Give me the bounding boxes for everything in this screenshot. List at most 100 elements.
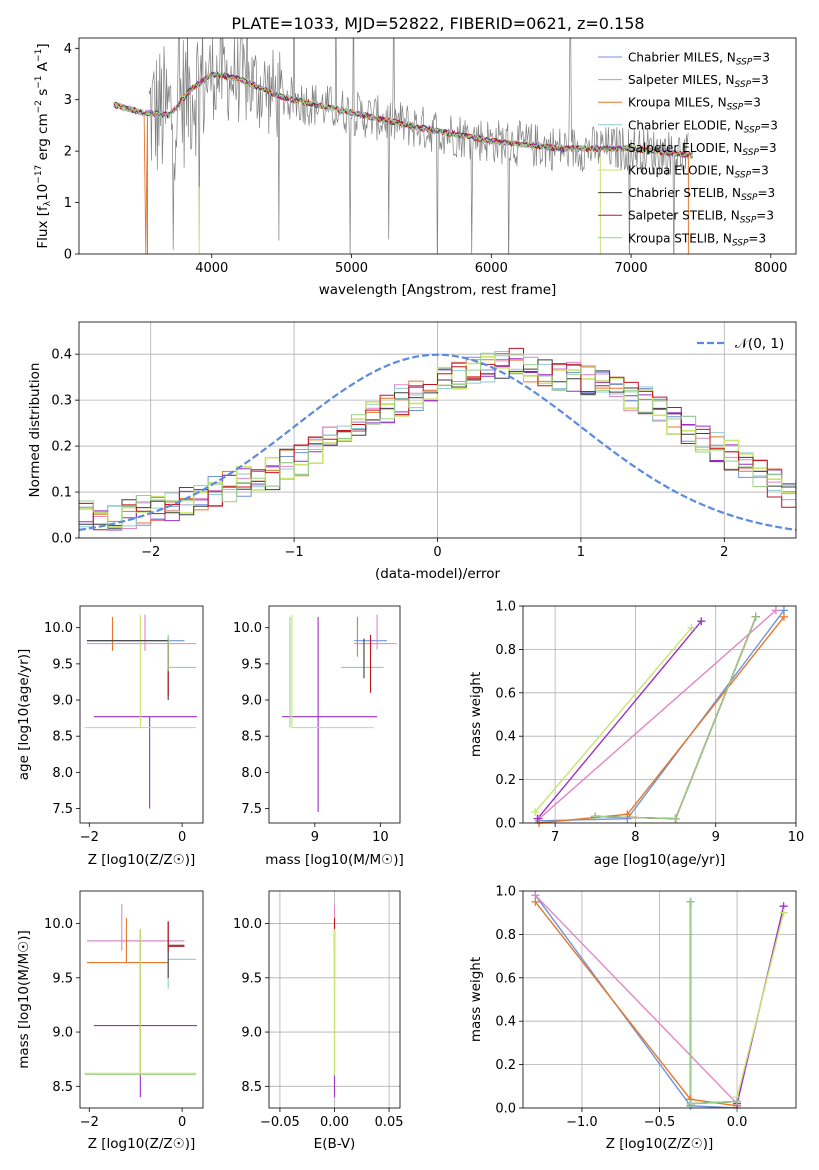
plot-area-massweight_vs_age (523, 606, 796, 823)
hist-step-chabrier_elodie (79, 351, 796, 528)
x-tick-label: 4000 (195, 261, 228, 276)
axes-frame (268, 605, 401, 824)
panel-massweight_vs_Z: −1.0 −0.5 0.0 0.0 0.2 0.4 0.6 0.8 1.0 Z [log10(Z/… (468, 885, 797, 1152)
weight-line-salpeter_elodie (536, 620, 702, 820)
x-tick-label: 1 (577, 545, 585, 560)
weight-line-kroupa_stelib (689, 901, 738, 1105)
x-tick-label: 0.05 (375, 1115, 404, 1130)
y-tick-label: 7.5 (241, 802, 262, 817)
plot-area-mass_vs_Z (84, 904, 197, 1098)
axes-frame (522, 605, 797, 824)
x-tick-label: 0 (433, 545, 441, 560)
y-tick-label: 1 (64, 196, 72, 211)
weight-marker-kroupa_stelib (751, 612, 760, 621)
x-axis-label: (data-model)/error (375, 566, 501, 582)
plot-area-mass_vs_EBV (269, 891, 400, 1108)
observed-spectrum (148, 38, 689, 254)
weight-line-chabrier_stelib (689, 901, 738, 1105)
y-tick-label: 0.8 (495, 643, 516, 658)
x-tick-label: 0 (178, 830, 186, 845)
y-axis-label: mass weight (468, 957, 484, 1042)
y-tick-label: 9.0 (52, 694, 73, 709)
axes-frame (79, 605, 204, 824)
panel-mass_vs_Z: −2 0 8.5 9.0 9.5 10.0 Z [log10(Z/Z☉)] mass [log… (16, 890, 204, 1152)
y-tick-label: 2 (64, 145, 72, 160)
y-tick-label: 9.5 (52, 657, 73, 672)
weight-line-chabrier_miles (539, 609, 785, 822)
weight-line-salpeter_miles (534, 894, 738, 1105)
y-tick-label: 9.0 (241, 1026, 262, 1041)
y-tick-label: 0.2 (51, 440, 72, 455)
weight-marker-salpeter_elodie (533, 814, 542, 823)
axes-frame (268, 890, 401, 1109)
weight-marker-kroupa_elodie (779, 908, 788, 917)
x-tick-label: 9 (712, 830, 720, 845)
legend-label-chabrier_stelib: Chabrier STELIB, NSSP=3 (628, 186, 775, 203)
y-axis-label: Flux [fλ10−17 erg cm−2 s−1 A−1] (34, 43, 53, 248)
x-tick-label: 9 (311, 830, 319, 845)
y-tick-label: 0.4 (51, 348, 72, 363)
y-tick-label: 0.4 (495, 730, 516, 745)
y-tick-label: 9.5 (241, 657, 262, 672)
x-axis-label: mass [log10(M/M☉)] (265, 852, 404, 868)
y-tick-label: 9.0 (52, 1026, 73, 1041)
model-spectrum-kroupa_stelib (113, 71, 694, 160)
legend-label-salpeter_stelib: Salpeter STELIB, NSSP=3 (628, 209, 774, 226)
y-tick-label: 10.0 (233, 917, 262, 932)
y-axis-label: mass [log10(M/M☉)] (16, 930, 32, 1069)
x-tick-label: −1 (285, 545, 304, 560)
weight-marker-kroupa_stelib (733, 1097, 742, 1106)
panel-age_vs_Z: −2 0 7.5 8.0 8.5 9.0 9.5 10.0 Z [log10(Z/Z☉)] age… (16, 605, 204, 868)
x-tick-label: −1.0 (566, 1115, 598, 1130)
plot-area-age_vs_mass (282, 614, 397, 813)
x-axis-label: Z [log10(Z/Z☉)] (606, 1136, 714, 1152)
axes-frame (78, 37, 797, 255)
plot-area-residual_hist (79, 322, 796, 538)
x-tick-label: 5000 (335, 261, 368, 276)
weight-line-kroupa_miles (539, 616, 785, 823)
y-tick-label: 0.1 (51, 486, 72, 501)
legend-label-salpeter_elodie: Salpeter ELODIE, NSSP=3 (628, 141, 777, 158)
y-axis-label: mass weight (468, 672, 484, 757)
y-tick-label: 0.2 (495, 773, 516, 788)
x-tick-label: 10 (788, 830, 805, 845)
y-tick-label: 8.0 (52, 766, 73, 781)
x-axis-label: age [log10(age/yr)] (594, 852, 726, 868)
weight-marker-kroupa_miles (531, 897, 540, 906)
y-tick-label: 4 (64, 42, 72, 57)
x-tick-label: 7 (551, 830, 559, 845)
weight-line-kroupa_miles (534, 901, 738, 1107)
y-tick-label: 3 (64, 93, 72, 108)
weight-line-salpeter_miles (538, 609, 777, 820)
weight-marker-kroupa_stelib (686, 1099, 695, 1108)
axes-frame (79, 890, 204, 1109)
y-tick-label: 8.5 (241, 730, 262, 745)
y-tick-label: 0.0 (495, 817, 516, 832)
weight-line-kroupa_elodie (736, 912, 785, 1098)
y-axis-label: Normed distribution (27, 363, 43, 498)
legend-label-chabrier_miles: Chabrier MILES, NSSP=3 (628, 51, 770, 68)
y-tick-label: 10.0 (44, 917, 73, 932)
y-tick-label: 8.5 (241, 1080, 262, 1095)
weight-marker-kroupa_elodie (531, 808, 540, 817)
weight-line-chabrier_elodie (689, 901, 738, 1105)
panel-residual_hist: −2 −1 0 1 2 0.0 0.1 0.2 0.3 0.4 𝒩(0, 1) (data-model… (27, 321, 797, 582)
hist-step-salpeter_stelib (79, 347, 796, 531)
panel-spectrum: 4000 5000 6000 7000 8000 0 1 2 3 4 Chabrier MILES,… (34, 37, 797, 298)
y-tick-label: 0.8 (495, 928, 516, 943)
y-tick-label: 10.0 (44, 621, 73, 636)
hist-step-kroupa_stelib (79, 352, 796, 530)
y-tick-label: 8.5 (52, 730, 73, 745)
x-tick-label: −2 (80, 830, 99, 845)
gaussian-curve (79, 353, 796, 531)
panel-age_vs_mass: 9 10 7.5 8.0 8.5 9.0 9.5 10.0 mass [log10(M/M☉)] (233, 605, 404, 868)
x-tick-label: −0.05 (260, 1115, 300, 1130)
axes-frame (78, 321, 797, 539)
legend-label-kroupa_elodie: Kroupa ELODIE, NSSP=3 (628, 164, 769, 181)
y-tick-label: 0.0 (51, 532, 72, 547)
panel-massweight_vs_age: 7 8 9 10 0.0 0.2 0.4 0.6 0.8 1.0 age [log10(age/yr… (468, 600, 804, 869)
y-tick-label: 9.5 (52, 971, 73, 986)
weight-marker-kroupa_stelib (591, 812, 600, 821)
y-tick-label: 10.0 (233, 621, 262, 636)
